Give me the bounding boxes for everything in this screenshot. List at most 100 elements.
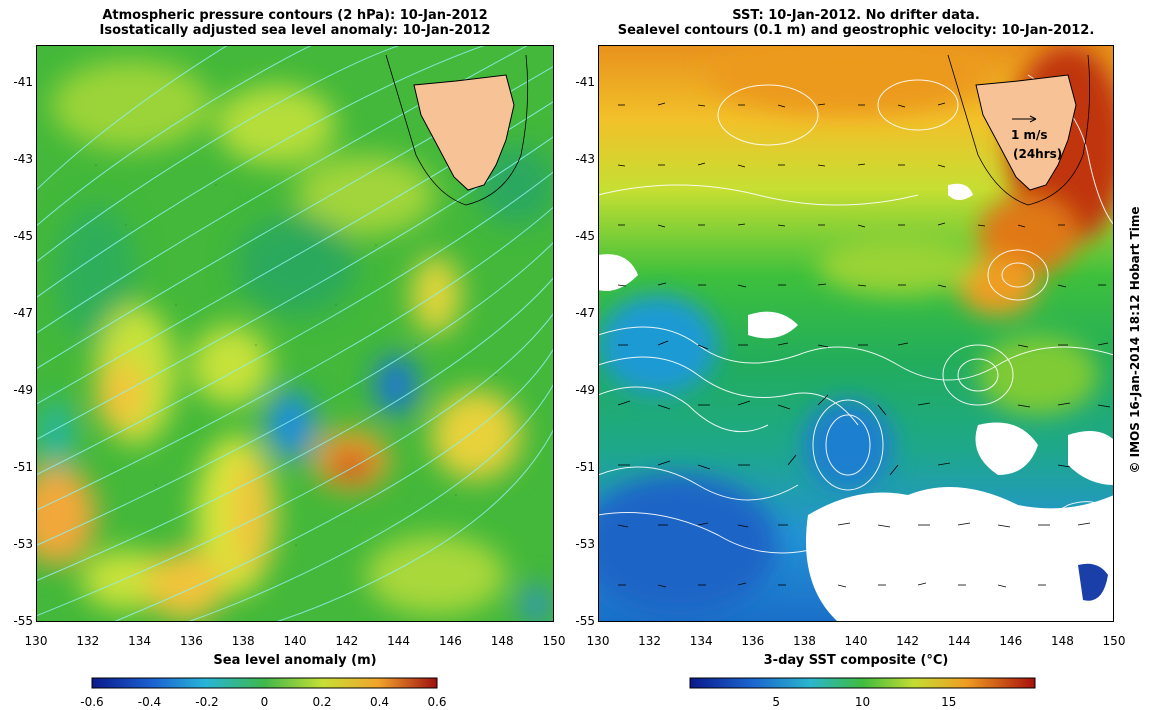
x-tick-label: 130 — [24, 634, 48, 648]
y-tick-label: -45 — [13, 229, 33, 244]
x-tick-label: 150 — [542, 634, 566, 648]
scale-arrow — [1012, 115, 1037, 123]
y-tick-label: -55 — [575, 614, 595, 628]
x-tick-label: 140 — [844, 634, 868, 648]
y-tick-label: -45 — [575, 229, 595, 244]
sla-colorbar-tick: -0.4 — [137, 695, 162, 709]
x-tick-label: 150 — [1102, 634, 1126, 648]
sla-blob — [191, 325, 271, 405]
x-tick-label: 136 — [179, 634, 203, 648]
pressure-contours — [36, 45, 554, 622]
sla-colorbar-tick: -0.6 — [80, 695, 104, 709]
sst-colorbar-tick: 5 — [772, 695, 781, 709]
y-tick-label: -53 — [575, 537, 595, 552]
sst-patch — [803, 400, 893, 490]
sla-blob — [329, 449, 373, 481]
sla-colorbar — [91, 677, 438, 689]
sla-blob — [216, 85, 336, 165]
sla-blob — [38, 400, 74, 470]
sla-colorbar-tick: 0 — [260, 695, 269, 709]
y-tick-label: -47 — [13, 306, 33, 321]
x-tick-label: 142 — [335, 634, 359, 648]
sla-colorbar-tick: 0.4 — [369, 695, 390, 709]
y-tick-label: -49 — [575, 383, 595, 398]
x-tick-label: 136 — [741, 634, 765, 648]
sla-blob — [231, 455, 271, 575]
x-tick-label: 130 — [586, 634, 610, 648]
x-tick-label: 138 — [792, 634, 816, 648]
x-tick-label: 148 — [1050, 634, 1074, 648]
sealevel-contours — [598, 74, 1114, 554]
y-tick-label: -41 — [575, 75, 595, 90]
sla-blob — [56, 205, 136, 345]
left-title-line2: Isostatically adjusted sea level anomaly… — [99, 23, 491, 38]
sla-stipple — [95, 164, 497, 546]
y-tick-label: -41 — [13, 75, 33, 90]
x-tick-label: 146 — [999, 634, 1023, 648]
cold-patch — [1078, 563, 1108, 601]
sst-colorbar-tick: 15 — [941, 695, 957, 709]
x-tick-label: 134 — [689, 634, 713, 648]
sla-blob — [51, 60, 211, 150]
y-tick-label: -47 — [575, 306, 595, 321]
x-tick-label: 148 — [490, 634, 514, 648]
x-tick-label: 146 — [438, 634, 462, 648]
x-tick-label: 144 — [947, 634, 971, 648]
sst-patch — [708, 45, 988, 115]
x-tick-label: 134 — [128, 634, 152, 648]
x-tick-label: 142 — [896, 634, 920, 648]
sla-blob — [296, 155, 436, 235]
sla-colorbar-tick: 0.2 — [312, 695, 332, 709]
scale-arrow-sublabel: (24hrs) — [1013, 147, 1062, 161]
sst-patch — [818, 235, 978, 295]
shelf-contour — [385, 54, 529, 206]
y-tick-label: -43 — [575, 152, 595, 167]
sst-patch — [978, 335, 1098, 415]
y-tick-label: -49 — [13, 383, 33, 398]
sst-colorbar-label: 3-day SST composite (°C) — [763, 653, 949, 668]
right-title: SST: 10-Jan-2012. No drifter data. Seale… — [598, 8, 1114, 38]
tasmania-land — [413, 74, 515, 191]
velocity-arrows — [617, 102, 1111, 588]
sst-colorbar-tick: 10 — [854, 695, 871, 709]
x-tick-label: 140 — [283, 634, 307, 648]
x-tick-label: 132 — [638, 634, 662, 648]
sla-blob — [96, 360, 146, 430]
sla-blob — [266, 390, 316, 460]
sla-colorbar-tick: -0.2 — [195, 695, 219, 709]
scale-arrow-label: 1 m/s — [1011, 128, 1048, 142]
sla-map-frame — [36, 45, 554, 622]
sst-patch — [978, 195, 1078, 275]
shelf-contour-sst — [947, 54, 1091, 206]
y-tick-label: -51 — [13, 460, 33, 475]
y-tick-label: -51 — [575, 460, 595, 475]
sla-blob — [146, 550, 226, 620]
sst-patch — [598, 475, 778, 615]
y-tick-label: -55 — [13, 614, 33, 628]
sla-blob — [522, 585, 550, 622]
sst-colorbar — [689, 677, 1036, 689]
sla-blob — [374, 355, 418, 415]
sla-blob — [411, 255, 461, 335]
sla-colorbar-label: Sea level anomaly (m) — [213, 653, 377, 668]
sla-map — [36, 45, 554, 622]
sla-blob — [366, 535, 506, 615]
right-title-line1: SST: 10-Jan-2012. No drifter data. — [732, 8, 980, 23]
sla-blob — [236, 215, 356, 315]
sla-blob — [431, 390, 521, 480]
x-tick-label: 132 — [76, 634, 100, 648]
sst-map: 1 m/s (24hrs) — [598, 45, 1114, 622]
imos-credit: © IMOS 16-Jan-2014 18:12 Hobart Time — [1128, 206, 1142, 474]
left-title: Atmospheric pressure contours (2 hPa): 1… — [36, 8, 554, 38]
x-tick-label: 144 — [387, 634, 411, 648]
left-title-line1: Atmospheric pressure contours (2 hPa): 1… — [102, 8, 488, 23]
tasmania-land-sst — [975, 74, 1077, 191]
x-tick-label: 138 — [231, 634, 255, 648]
sla-blob — [36, 465, 96, 565]
cloud-mask — [598, 183, 1114, 622]
y-tick-label: -53 — [13, 537, 33, 552]
sst-map-frame — [598, 45, 1114, 622]
y-tick-label: -43 — [13, 152, 33, 167]
right-title-line2: Sealevel contours (0.1 m) and geostrophi… — [617, 23, 1095, 38]
sla-colorbar-tick: 0.6 — [427, 695, 447, 709]
